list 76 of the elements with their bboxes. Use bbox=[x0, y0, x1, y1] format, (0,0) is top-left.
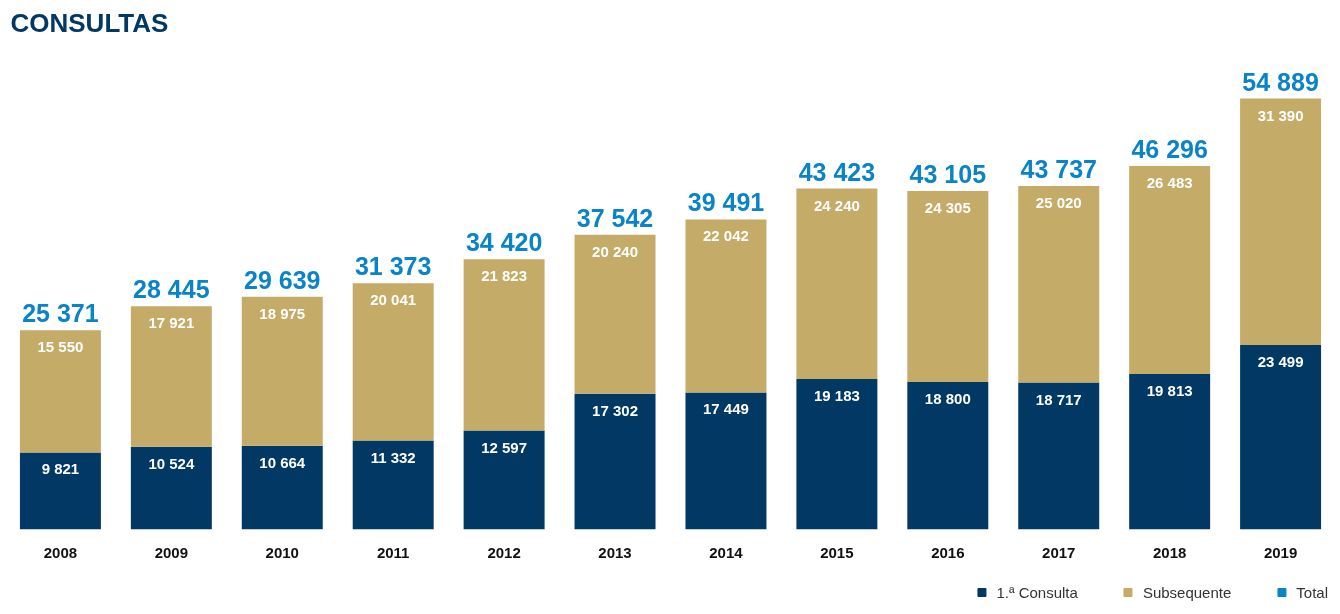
data-label: 17 449 bbox=[703, 400, 749, 418]
bar bbox=[685, 392, 767, 530]
chart-title: CONSULTAS bbox=[10, 7, 169, 38]
total-label: 54 889 bbox=[1242, 67, 1319, 96]
data-label: 17 302 bbox=[592, 401, 638, 419]
x-tick-label: 2010 bbox=[265, 543, 299, 561]
data-label: 18 717 bbox=[1035, 390, 1082, 408]
x-tick-label: 2012 bbox=[487, 543, 521, 561]
total-label: 34 420 bbox=[465, 228, 543, 257]
data-label: 19 183 bbox=[813, 386, 860, 404]
bar bbox=[352, 283, 434, 441]
total-label: 37 542 bbox=[576, 203, 654, 232]
bar bbox=[907, 381, 989, 530]
bar bbox=[685, 219, 767, 393]
x-tick-label: 2017 bbox=[1042, 543, 1076, 561]
x-tick-label: 2015 bbox=[820, 543, 854, 561]
x-tick-label: 2013 bbox=[598, 543, 632, 561]
data-label: 18 975 bbox=[259, 304, 306, 322]
total-label: 46 296 bbox=[1131, 135, 1208, 163]
data-label: 24 305 bbox=[924, 199, 971, 217]
total-label: 29 639 bbox=[244, 265, 321, 294]
bar bbox=[130, 306, 212, 447]
total-label: 25 371 bbox=[22, 299, 99, 328]
data-label: 9 821 bbox=[41, 460, 80, 478]
bar bbox=[241, 445, 323, 530]
x-tick-label: 2019 bbox=[1263, 543, 1298, 561]
total-label: 31 373 bbox=[354, 252, 432, 281]
data-label: 24 240 bbox=[813, 196, 860, 214]
bar bbox=[796, 378, 878, 530]
total-label: 43 105 bbox=[909, 160, 987, 189]
bar bbox=[463, 259, 545, 431]
data-label: 18 800 bbox=[924, 389, 971, 407]
bar bbox=[1018, 382, 1100, 530]
bar bbox=[574, 393, 656, 530]
data-label: 10 664 bbox=[259, 453, 306, 471]
data-label: 21 823 bbox=[481, 267, 528, 285]
bar bbox=[1129, 166, 1211, 374]
bar bbox=[1240, 344, 1322, 530]
x-tick-label: 2014 bbox=[709, 543, 744, 561]
data-label: 15 550 bbox=[37, 338, 84, 356]
data-label: 31 390 bbox=[1257, 106, 1304, 124]
bar bbox=[130, 446, 212, 530]
data-label: 11 332 bbox=[370, 448, 416, 466]
data-label: 20 240 bbox=[592, 242, 638, 260]
x-tick-label: 2016 bbox=[931, 543, 965, 561]
x-tick-label: 2018 bbox=[1152, 543, 1187, 561]
bar bbox=[241, 296, 323, 446]
bar bbox=[574, 234, 656, 394]
data-label: 22 042 bbox=[703, 227, 749, 245]
bar bbox=[1129, 373, 1211, 530]
data-label: 17 921 bbox=[148, 314, 195, 332]
x-tick-label: 2008 bbox=[43, 543, 78, 561]
data-label: 20 041 bbox=[370, 291, 417, 309]
legend-label: Total bbox=[1296, 583, 1328, 601]
bar bbox=[796, 188, 878, 379]
legend-label: 1.ª Consulta bbox=[996, 583, 1078, 601]
bar bbox=[1018, 186, 1100, 383]
data-label: 19 813 bbox=[1146, 381, 1193, 399]
bar bbox=[1240, 98, 1322, 345]
total-label: 28 445 bbox=[133, 275, 210, 304]
data-label: 23 499 bbox=[1257, 352, 1304, 370]
data-label: 26 483 bbox=[1146, 174, 1193, 191]
total-label: 43 423 bbox=[798, 157, 876, 186]
legend-label: Subsequente bbox=[1142, 583, 1232, 601]
data-label: 25 020 bbox=[1035, 194, 1082, 212]
bar bbox=[19, 452, 101, 530]
x-tick-label: 2009 bbox=[154, 543, 189, 561]
bar bbox=[907, 191, 989, 382]
total-label: 43 737 bbox=[1020, 155, 1097, 184]
bar bbox=[463, 430, 545, 530]
total-label: 39 491 bbox=[687, 188, 765, 217]
bar bbox=[19, 330, 101, 453]
data-label: 12 597 bbox=[481, 438, 528, 456]
x-tick-label: 2011 bbox=[376, 543, 410, 561]
bar bbox=[352, 440, 434, 530]
data-label: 10 524 bbox=[148, 454, 195, 472]
